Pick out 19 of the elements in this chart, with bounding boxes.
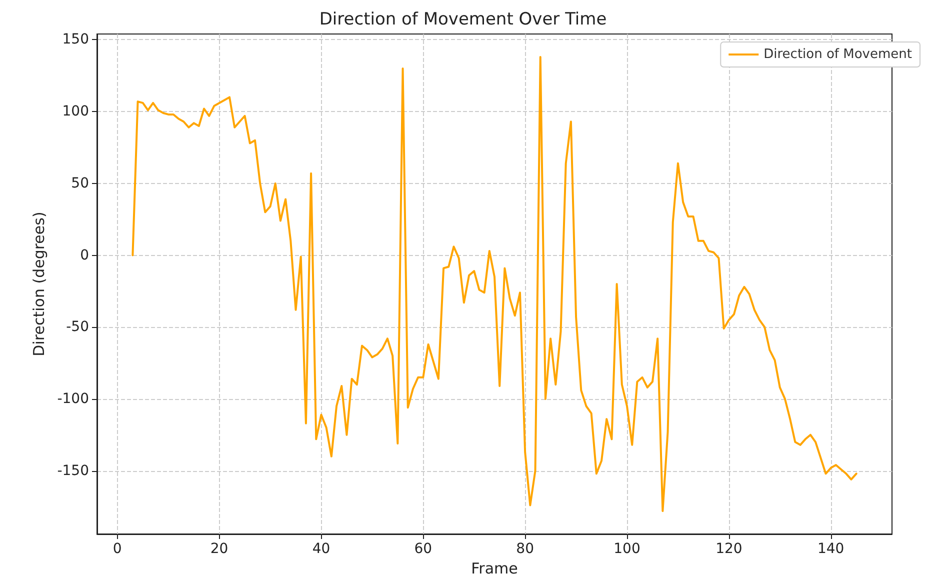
y-tick-label: 0 <box>80 247 89 264</box>
y-axis-title: Direction (degrees) <box>30 212 48 356</box>
x-tick-label: 40 <box>312 541 330 557</box>
chart-title: Direction of Movement Over Time <box>319 10 607 30</box>
y-tick-label: 150 <box>62 32 89 48</box>
x-tick-label: 0 <box>112 541 122 557</box>
x-tick-label: 140 <box>817 541 844 557</box>
y-tick-label: 100 <box>62 104 89 120</box>
x-tick-label: 120 <box>716 541 742 557</box>
y-tick-label: -150 <box>57 462 89 479</box>
y-tick-label: -50 <box>66 319 89 336</box>
x-tick-label: 80 <box>516 541 534 557</box>
x-axis-title: Frame <box>471 559 518 578</box>
legend-label: Direction of Movement <box>764 47 912 62</box>
x-tick-label: 20 <box>210 541 228 557</box>
x-tick-label: 100 <box>614 541 640 557</box>
y-tick-label: 50 <box>71 175 89 192</box>
y-tick-label: -100 <box>57 390 89 407</box>
x-tick-label: 60 <box>414 541 432 557</box>
